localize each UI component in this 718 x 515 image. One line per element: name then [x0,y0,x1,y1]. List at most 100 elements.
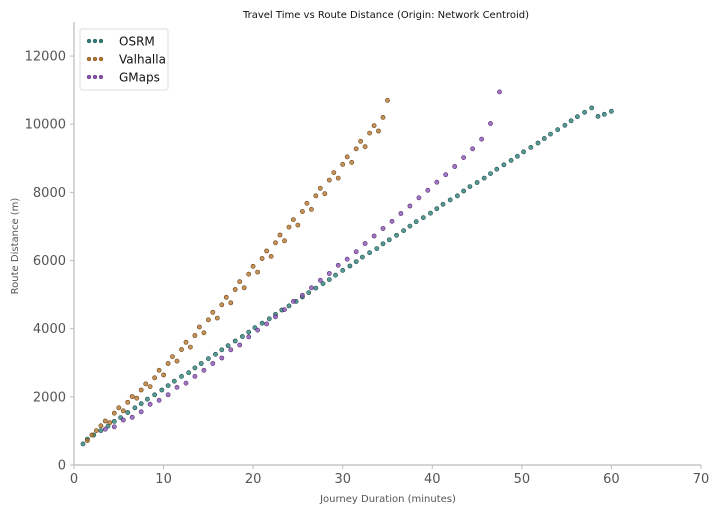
data-point-osrm [535,140,541,146]
legend-item-valhalla: Valhalla [86,53,166,67]
data-point-osrm [198,361,204,366]
data-point-gmaps [416,195,422,201]
data-point-valhalla [241,285,247,291]
data-point-gmaps [389,218,395,224]
data-point-gmaps [371,233,377,239]
legend-marker [92,38,98,44]
legend-label: GMaps [119,71,160,85]
data-point-valhalla [116,405,122,411]
data-point-osrm [401,228,406,233]
data-point-valhalla [125,399,131,405]
data-point-osrm [225,343,231,349]
legend-marker [86,38,92,44]
data-point-valhalla [264,248,269,254]
legend-marker [92,56,98,62]
x-axis-label: Journey Duration (minutes) [319,494,456,505]
y-tick-label: 10000 [25,118,66,133]
data-point-valhalla [313,193,319,199]
data-point-osrm [165,383,171,388]
data-point-osrm [213,351,218,357]
data-point-gmaps [452,164,458,169]
data-point-valhalla [237,279,243,285]
data-point-valhalla [282,238,287,244]
data-point-valhalla [273,240,278,246]
data-point-osrm [259,320,265,326]
data-point-osrm [340,267,346,273]
data-point-gmaps [156,397,162,403]
data-point-valhalla [259,256,265,261]
data-point-osrm [461,188,466,194]
data-point-valhalla [192,333,198,338]
data-point-valhalla [367,130,372,136]
data-point-valhalla [210,309,216,315]
data-point-osrm [582,109,587,115]
data-point-osrm [286,303,292,309]
data-point-gmaps [246,334,252,340]
series-valhalla-points [85,98,390,443]
legend-marker [98,74,104,80]
legend-item-gmaps: GMaps [86,71,160,85]
data-point-gmaps [102,426,108,432]
data-point-valhalla [174,358,180,364]
data-point-gmaps [273,314,278,320]
data-point-gmaps [344,256,350,262]
data-point-valhalla [205,317,211,323]
data-point-osrm [420,215,426,220]
data-point-valhalla [201,330,207,336]
data-point-osrm [521,149,526,155]
data-point-valhalla [94,428,99,433]
data-point-valhalla [89,432,95,438]
data-point-gmaps [201,367,207,373]
x-tick-label: 0 [70,472,78,487]
data-point-osrm [407,223,413,229]
data-point-valhalla [295,222,301,228]
data-point-osrm [374,246,380,251]
data-point-gmaps [380,226,386,231]
data-point-gmaps [174,384,180,390]
data-point-osrm [367,250,372,256]
data-point-osrm [144,396,150,402]
data-point-gmaps [120,417,126,423]
data-point-gmaps [470,146,475,152]
data-point-valhalla [290,217,296,222]
data-point-osrm [481,175,487,181]
legend-item-osrm: OSRM [86,35,155,49]
data-point-valhalla [111,410,117,416]
x-tick-label: 50 [514,472,531,487]
data-point-valhalla [152,375,157,381]
data-point-valhalla [335,175,341,181]
data-point-osrm [428,210,433,216]
data-point-gmaps [434,179,440,185]
data-point-osrm [386,237,392,243]
data-point-gmaps [138,409,144,415]
data-point-osrm [205,356,211,362]
x-tick-label: 70 [693,472,710,487]
points-layer [80,89,614,447]
data-point-gmaps [183,380,189,386]
data-point-valhalla [138,387,144,393]
data-point-osrm [179,373,184,379]
data-point-valhalla [120,408,126,414]
data-point-valhalla [165,361,171,366]
data-point-osrm [159,387,165,393]
data-point-osrm [359,254,365,260]
data-point-gmaps [282,307,287,312]
y-ticks: 0 2000 4000 6000 8000 10000 12000 [25,50,74,474]
data-point-osrm [171,378,177,384]
data-point-gmaps [147,401,153,407]
data-point-osrm [152,392,157,398]
data-point-osrm [434,206,440,212]
data-point-gmaps [461,155,466,160]
legend-label: Valhalla [119,53,166,67]
data-point-osrm [186,370,192,376]
data-point-gmaps [299,292,305,298]
data-point-valhalla [371,123,377,128]
x-tick-label: 30 [334,472,351,487]
data-point-valhalla [385,98,390,103]
y-tick-label: 6000 [33,254,66,269]
data-point-valhalla [358,138,363,144]
data-point-osrm [589,105,595,111]
data-point-osrm [138,401,144,407]
data-point-valhalla [376,128,381,134]
